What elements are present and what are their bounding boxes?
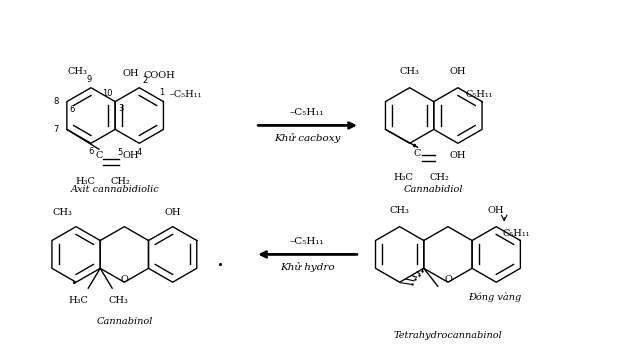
Text: C₅H₁₁: C₅H₁₁: [466, 90, 493, 99]
Text: OH: OH: [488, 206, 504, 215]
Text: OH: OH: [164, 208, 181, 217]
Text: 9: 9: [86, 75, 92, 84]
Text: H₃C: H₃C: [68, 296, 88, 305]
Text: Axit cannabidiolic: Axit cannabidiolic: [71, 185, 159, 194]
Text: Cannabidiol: Cannabidiol: [404, 185, 463, 194]
Text: CH₃: CH₃: [108, 296, 128, 305]
Text: 10: 10: [102, 89, 112, 98]
Text: CH₃: CH₃: [67, 67, 87, 76]
Text: 4: 4: [137, 148, 142, 157]
Text: H₃C: H₃C: [394, 173, 413, 182]
Text: 5: 5: [117, 148, 122, 157]
Text: Cannabinol: Cannabinol: [96, 317, 152, 326]
Text: 3: 3: [118, 104, 124, 113]
Text: C: C: [414, 149, 421, 158]
Text: Khử cacboxy: Khử cacboxy: [274, 133, 340, 143]
Text: OH: OH: [449, 151, 466, 160]
Text: OH: OH: [450, 67, 466, 76]
Text: Khử hydro: Khử hydro: [280, 262, 334, 272]
Text: COOH: COOH: [143, 71, 175, 80]
Text: C₅H₁₁: C₅H₁₁: [502, 229, 530, 238]
Text: 2: 2: [142, 76, 148, 85]
Text: –C₅H₁₁: –C₅H₁₁: [290, 108, 324, 117]
Text: CH₂: CH₂: [429, 173, 449, 182]
Text: –C₅H₁₁: –C₅H₁₁: [290, 238, 324, 247]
Text: Đóng vàng: Đóng vàng: [468, 292, 521, 302]
Text: C: C: [95, 151, 102, 160]
Text: 6: 6: [70, 105, 76, 114]
Text: 6: 6: [88, 147, 93, 156]
Text: OH: OH: [123, 69, 139, 78]
Text: O: O: [444, 275, 452, 284]
Text: CH₂: CH₂: [111, 177, 131, 186]
Text: H₃C: H₃C: [75, 177, 95, 186]
Text: 1: 1: [159, 87, 164, 96]
Text: 7: 7: [54, 125, 59, 134]
Text: OH: OH: [123, 151, 139, 160]
Text: CH₃: CH₃: [390, 206, 410, 215]
Text: CH₃: CH₃: [52, 208, 72, 217]
Text: –C₅H₁₁: –C₅H₁₁: [169, 90, 202, 99]
Text: Tetrahydrocannabinol: Tetrahydrocannabinol: [394, 331, 502, 340]
Text: CH₃: CH₃: [399, 67, 420, 76]
Text: O: O: [120, 275, 128, 284]
Text: 8: 8: [54, 97, 59, 106]
